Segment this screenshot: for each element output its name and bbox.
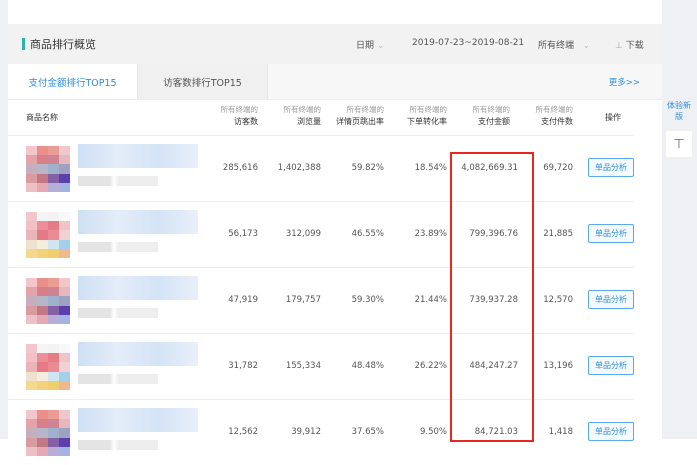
product-ranking-panel: 商品排行概览 日期 ⌄ 2019-07-23~2019-08-21 所有终端 ⌄…: [8, 24, 662, 439]
single-product-analysis-button[interactable]: 单品分析: [588, 158, 634, 177]
col-header-views[interactable]: 所有终端的 浏览量: [283, 105, 322, 126]
product-name-blurred[interactable]: [78, 276, 198, 300]
cell-visitors: 31,782: [228, 361, 258, 371]
product-name-blurred[interactable]: [78, 144, 198, 168]
product-thumbnail[interactable]: [26, 344, 70, 390]
cell-pieces: 1,418: [548, 427, 573, 437]
cell-visitors: 56,173: [228, 229, 258, 239]
chevron-down-icon: ⌄: [582, 41, 591, 51]
col-header-action: 操作: [605, 113, 621, 122]
cell-conv: 9.50%: [419, 427, 447, 437]
cell-views: 1,402,388: [277, 163, 321, 173]
col-header-conversion[interactable]: 所有终端的 下单转化率: [407, 105, 447, 126]
more-link[interactable]: 更多>>: [608, 77, 640, 88]
product-thumbnail[interactable]: [26, 146, 70, 192]
cell-amount: 484,247.27: [469, 361, 518, 371]
single-product-analysis-button[interactable]: 单品分析: [588, 356, 634, 375]
table-row: 56,173 312,099 46.55% 23.89% 799,396.76 21,88…: [8, 201, 635, 267]
cell-views: 39,912: [291, 427, 321, 437]
cell-conv: 23.89%: [414, 229, 447, 239]
terminal-label: 所有终端: [538, 41, 575, 51]
cell-conv: 21.44%: [414, 295, 447, 305]
download-label: 下载: [625, 41, 644, 51]
product-thumbnail[interactable]: [26, 410, 70, 456]
cell-views: 155,334: [285, 361, 321, 371]
product-meta-blurred: [78, 176, 158, 186]
panel-title: 商品排行概览: [30, 38, 96, 51]
cell-bounce: 46.55%: [351, 229, 384, 239]
terminal-dropdown[interactable]: 所有终端 ⌄: [538, 38, 590, 51]
arrow-to-top-icon[interactable]: ⊤: [666, 131, 692, 157]
single-product-analysis-button[interactable]: 单品分析: [588, 290, 634, 309]
col-header-product: 商品名称: [26, 113, 58, 122]
product-name-blurred[interactable]: [78, 210, 198, 234]
cell-amount: 4,082,669.31: [461, 163, 518, 173]
cell-pieces: 13,196: [543, 361, 573, 371]
cell-bounce: 59.82%: [351, 163, 384, 173]
right-sidebar: 体验新版 ⊤: [662, 0, 697, 439]
cell-amount: 84,721.03: [474, 427, 518, 437]
table-row: 285,616 1,402,388 59.82% 18.54% 4,082,669.31…: [8, 135, 635, 201]
date-range[interactable]: 2019-07-23~2019-08-21: [412, 38, 525, 48]
cell-visitors: 47,919: [228, 295, 258, 305]
table-row: 47,919 179,757 59.30% 21.44% 739,937.28 12,57…: [8, 267, 635, 333]
product-thumbnail[interactable]: [26, 212, 70, 258]
cell-views: 179,757: [285, 295, 321, 305]
new-version-link[interactable]: 体验新版: [667, 101, 691, 121]
cell-bounce: 37.65%: [351, 427, 384, 437]
cell-visitors: 12,562: [228, 427, 258, 437]
cell-amount: 739,937.28: [469, 295, 518, 305]
product-name-blurred[interactable]: [78, 408, 198, 432]
single-product-analysis-button[interactable]: 单品分析: [588, 422, 634, 441]
col-header-visitors[interactable]: 所有终端的 访客数: [220, 105, 259, 126]
product-name-blurred[interactable]: [78, 342, 198, 366]
title-accent: [22, 38, 25, 50]
cell-pieces: 12,570: [543, 295, 573, 305]
chevron-down-icon: ⌄: [376, 41, 385, 51]
product-thumbnail[interactable]: [26, 278, 70, 324]
tab-pay-amount-top15[interactable]: 支付金额排行TOP15: [8, 64, 138, 99]
panel-header: 商品排行概览 日期 ⌄ 2019-07-23~2019-08-21 所有终端 ⌄…: [8, 24, 662, 64]
cell-pieces: 21,885: [543, 229, 573, 239]
cell-conv: 18.54%: [414, 163, 447, 173]
date-label: 日期: [356, 41, 375, 51]
col-header-pieces[interactable]: 所有终端的 支付件数: [535, 105, 574, 126]
table-row: 31,782 155,334 48.48% 26.22% 484,247.27 13,19…: [8, 333, 635, 399]
col-header-amount[interactable]: 所有终端的 支付金额: [472, 105, 511, 126]
highlight-box: [450, 152, 534, 442]
cell-bounce: 59.30%: [351, 295, 384, 305]
download-icon: ⊥: [615, 41, 623, 51]
product-meta-blurred: [78, 242, 158, 252]
cell-conv: 26.22%: [414, 361, 447, 371]
col-header-bounce[interactable]: 所有终端的 详情页跳出率: [336, 105, 384, 126]
cell-bounce: 48.48%: [351, 361, 384, 371]
cell-views: 312,099: [285, 229, 321, 239]
download-button[interactable]: ⊥ 下载: [615, 38, 644, 51]
product-meta-blurred: [78, 374, 158, 384]
product-meta-blurred: [78, 440, 158, 450]
cell-visitors: 285,616: [222, 163, 258, 173]
left-margin: [0, 0, 8, 439]
product-meta-blurred: [78, 308, 158, 318]
single-product-analysis-button[interactable]: 单品分析: [588, 224, 634, 243]
tab-visitors-top15[interactable]: 访客数排行TOP15: [138, 64, 268, 99]
table-row: 12,562 39,912 37.65% 9.50% 84,721.03 1,418 单品分…: [8, 399, 635, 465]
tab-bar: 支付金额排行TOP15 访客数排行TOP15 更多>>: [8, 64, 662, 100]
cell-pieces: 69,720: [543, 163, 573, 173]
date-dropdown[interactable]: 日期 ⌄: [356, 38, 384, 51]
cell-amount: 799,396.76: [469, 229, 518, 239]
